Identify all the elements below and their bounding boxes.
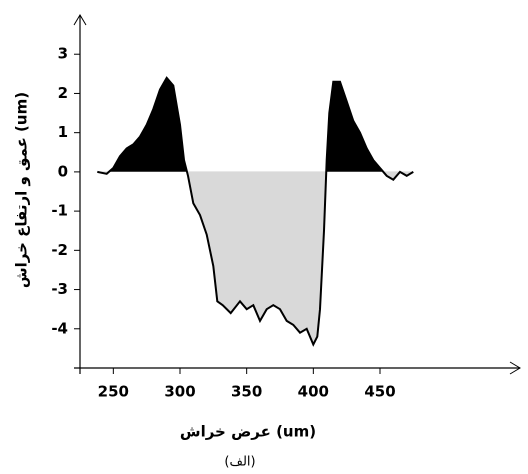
negative-area: [97, 171, 414, 345]
positive-area: [108, 77, 384, 172]
profile-line: [97, 76, 414, 347]
caption: (الف): [224, 455, 255, 470]
x-tick-label: 300: [164, 383, 195, 401]
x-tick-label: 450: [364, 383, 395, 401]
y-arrow: [73, 14, 87, 26]
y-tick-label: -3: [51, 280, 68, 298]
y-axis-label: عمق و ارتفاع خراش (um): [13, 92, 31, 288]
y-tick-label: 2: [58, 84, 68, 102]
y-tick-label: 1: [58, 123, 68, 141]
x-tick-label: 400: [298, 383, 329, 401]
y-tick-label: 0: [58, 162, 68, 180]
x-arrow: [509, 361, 521, 375]
x-tick-label: 350: [231, 383, 262, 401]
x-axis-label: عرض خراش (um): [180, 423, 316, 441]
y-tick-label: 3: [58, 45, 68, 63]
y-tick-label: -1: [51, 202, 68, 220]
x-tick-label: 250: [98, 383, 129, 401]
y-tick-label: -2: [51, 241, 68, 259]
y-tick-label: -4: [51, 319, 68, 337]
